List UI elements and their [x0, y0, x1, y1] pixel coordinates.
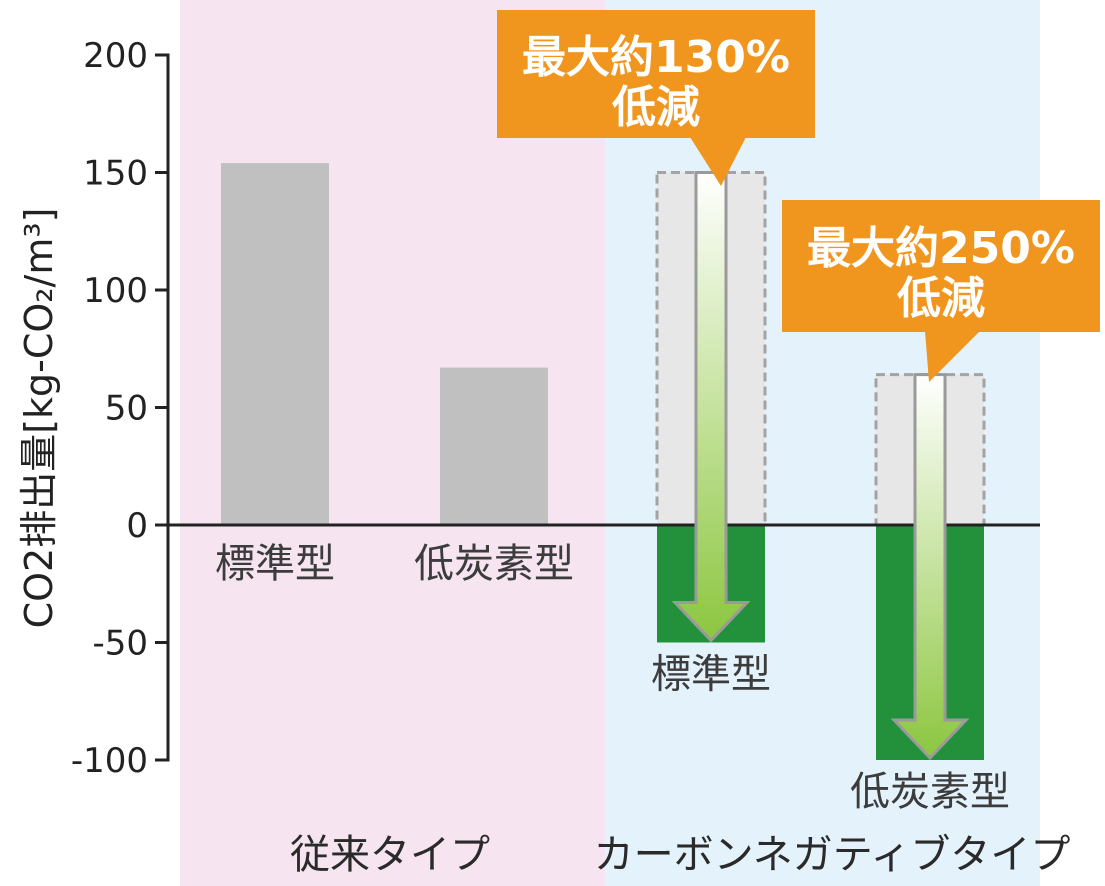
y-tick-label: 100 [83, 271, 148, 311]
callout-box [497, 10, 815, 138]
group-label: 従来タイプ [290, 832, 490, 878]
callout-text: 低減 [897, 273, 985, 324]
y-tick-label: -50 [92, 624, 148, 664]
bar-category-label: 低炭素型 [414, 541, 574, 587]
reduction-arrow [890, 373, 970, 761]
bar-category-label: 標準型 [651, 652, 771, 698]
y-tick-label: 150 [83, 154, 148, 194]
emission-bar [440, 367, 548, 525]
callout-text: 最大約130% [522, 32, 790, 83]
callout-pointer [690, 137, 746, 186]
group-label: カーボンネガティブタイプ [594, 832, 1071, 878]
y-tick-label: 200 [83, 36, 148, 76]
reduction-arrows [671, 171, 970, 761]
y-tick-label: -100 [71, 741, 148, 781]
y-axis-title: CO2排出量[kg-CO₂/m³] [17, 208, 61, 629]
bar-category-label: 低炭素型 [850, 769, 1010, 815]
bar-category-label: 標準型 [215, 541, 335, 587]
callout-box [782, 200, 1100, 332]
y-tick-label: 0 [126, 506, 148, 546]
callout-pointer [925, 331, 980, 382]
callout-text: 最大約250% [807, 223, 1075, 274]
reduction-arrow [671, 171, 751, 643]
emission-bar [221, 163, 329, 525]
callout-text: 低減 [612, 82, 700, 133]
y-tick-label: 50 [105, 389, 148, 429]
y-axis: 200 150 100 50 0 -50 -100 CO2排出量[kg-CO₂/m³] [17, 36, 1040, 781]
